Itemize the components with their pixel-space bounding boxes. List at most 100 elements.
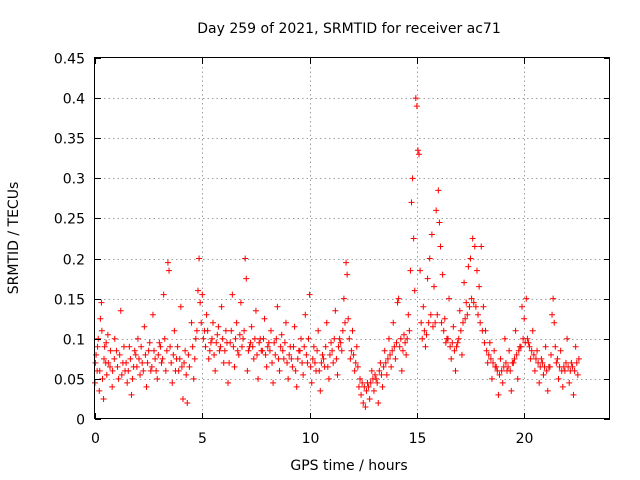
- data-point: [359, 379, 366, 386]
- data-point: [396, 343, 403, 350]
- data-point: [569, 363, 576, 370]
- data-point: [278, 331, 285, 338]
- data-point: [171, 327, 178, 334]
- y-tick-label: 0.45: [54, 52, 85, 68]
- data-point: [467, 255, 474, 262]
- data-point: [256, 339, 263, 346]
- data-point: [497, 355, 504, 362]
- data-point: [262, 351, 269, 358]
- data-point: [233, 319, 240, 326]
- data-point: [230, 343, 237, 350]
- x-axis-label: GPS time / hours: [290, 458, 407, 474]
- data-point: [348, 347, 355, 354]
- data-point: [466, 303, 473, 310]
- data-point: [152, 355, 159, 362]
- data-point: [340, 295, 347, 302]
- data-point: [123, 359, 130, 366]
- data-point: [260, 335, 267, 342]
- data-point: [228, 327, 235, 334]
- data-point: [203, 311, 210, 318]
- data-point: [325, 375, 332, 382]
- data-point: [571, 367, 578, 374]
- data-point: [300, 371, 307, 378]
- data-point: [534, 347, 541, 354]
- data-point: [485, 351, 492, 358]
- data-point: [214, 331, 221, 338]
- data-point: [298, 335, 304, 342]
- data-point: [408, 199, 415, 206]
- data-point: [479, 327, 486, 334]
- data-point: [195, 287, 201, 294]
- x-tick-label: 0: [91, 431, 100, 447]
- data-point: [286, 351, 293, 358]
- data-point: [457, 327, 464, 334]
- data-point: [329, 347, 336, 354]
- data-point: [222, 327, 229, 334]
- data-point: [438, 319, 445, 326]
- data-point: [461, 279, 468, 286]
- data-point: [115, 375, 122, 382]
- plot-frame: [94, 57, 610, 419]
- x-tick-label: 10: [302, 431, 320, 447]
- data-point: [270, 379, 277, 386]
- data-point: [481, 339, 488, 346]
- data-point: [307, 363, 314, 370]
- data-point: [265, 339, 272, 346]
- data-point: [111, 355, 118, 362]
- data-point: [145, 347, 152, 354]
- data-point: [111, 335, 118, 342]
- data-point: [154, 375, 161, 382]
- data-point: [501, 335, 508, 342]
- data-point: [97, 315, 104, 322]
- data-point: [328, 339, 335, 346]
- data-point: [332, 307, 339, 314]
- data-point: [273, 335, 280, 342]
- data-point: [235, 351, 242, 358]
- data-point: [449, 339, 456, 346]
- data-point: [532, 355, 539, 362]
- data-point: [433, 207, 440, 214]
- data-point: [100, 395, 107, 402]
- data-point: [528, 347, 535, 354]
- y-tick-label: 0.4: [63, 92, 85, 108]
- data-point: [269, 359, 276, 366]
- data-point: [418, 319, 425, 326]
- data-point: [453, 343, 460, 350]
- data-point: [515, 347, 522, 354]
- data-point: [512, 327, 519, 334]
- data-point: [280, 355, 287, 362]
- data-point: [223, 339, 230, 346]
- data-point: [159, 355, 166, 362]
- data-point: [166, 267, 173, 274]
- data-point: [190, 375, 197, 382]
- data-point: [105, 359, 112, 366]
- data-point: [450, 323, 457, 330]
- y-tick-label: 0: [76, 413, 85, 429]
- data-point: [146, 339, 153, 346]
- data-point: [272, 351, 279, 358]
- y-tick-label: 0.15: [54, 293, 85, 309]
- data-point: [420, 303, 427, 310]
- data-point: [505, 363, 512, 370]
- data-point: [319, 351, 326, 358]
- data-point: [215, 323, 222, 330]
- data-point: [133, 363, 140, 370]
- data-point: [281, 339, 288, 346]
- data-point: [468, 295, 475, 302]
- data-point: [469, 235, 476, 242]
- data-point: [251, 335, 258, 342]
- data-point: [394, 299, 401, 306]
- data-point: [555, 375, 562, 382]
- data-point: [236, 331, 243, 338]
- data-point: [137, 371, 144, 378]
- data-point: [120, 343, 127, 350]
- data-point: [397, 335, 404, 342]
- data-point: [526, 343, 533, 350]
- data-point: [553, 359, 560, 366]
- data-point: [343, 259, 350, 266]
- data-point: [303, 351, 310, 358]
- data-point: [296, 347, 303, 354]
- data-point: [486, 339, 493, 346]
- data-point: [226, 359, 233, 366]
- data-point: [513, 351, 520, 358]
